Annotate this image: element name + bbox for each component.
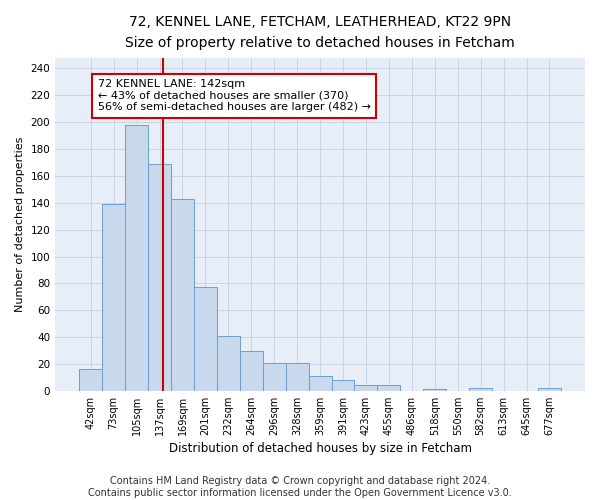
- Title: 72, KENNEL LANE, FETCHAM, LEATHERHEAD, KT22 9PN
Size of property relative to det: 72, KENNEL LANE, FETCHAM, LEATHERHEAD, K…: [125, 15, 515, 50]
- Bar: [286, 362, 308, 391]
- Bar: [469, 388, 492, 391]
- X-axis label: Distribution of detached houses by size in Fetcham: Distribution of detached houses by size …: [169, 442, 472, 455]
- Bar: [125, 125, 148, 391]
- Bar: [194, 288, 217, 391]
- Bar: [79, 370, 102, 391]
- Bar: [240, 350, 263, 391]
- Bar: [423, 390, 446, 391]
- Bar: [263, 362, 286, 391]
- Y-axis label: Number of detached properties: Number of detached properties: [15, 136, 25, 312]
- Bar: [171, 198, 194, 391]
- Bar: [538, 388, 561, 391]
- Text: 72 KENNEL LANE: 142sqm
← 43% of detached houses are smaller (370)
56% of semi-de: 72 KENNEL LANE: 142sqm ← 43% of detached…: [98, 79, 371, 112]
- Bar: [102, 204, 125, 391]
- Bar: [308, 376, 332, 391]
- Bar: [148, 164, 171, 391]
- Text: Contains HM Land Registry data © Crown copyright and database right 2024.
Contai: Contains HM Land Registry data © Crown c…: [88, 476, 512, 498]
- Bar: [377, 386, 400, 391]
- Bar: [332, 380, 355, 391]
- Bar: [217, 336, 240, 391]
- Bar: [355, 386, 377, 391]
